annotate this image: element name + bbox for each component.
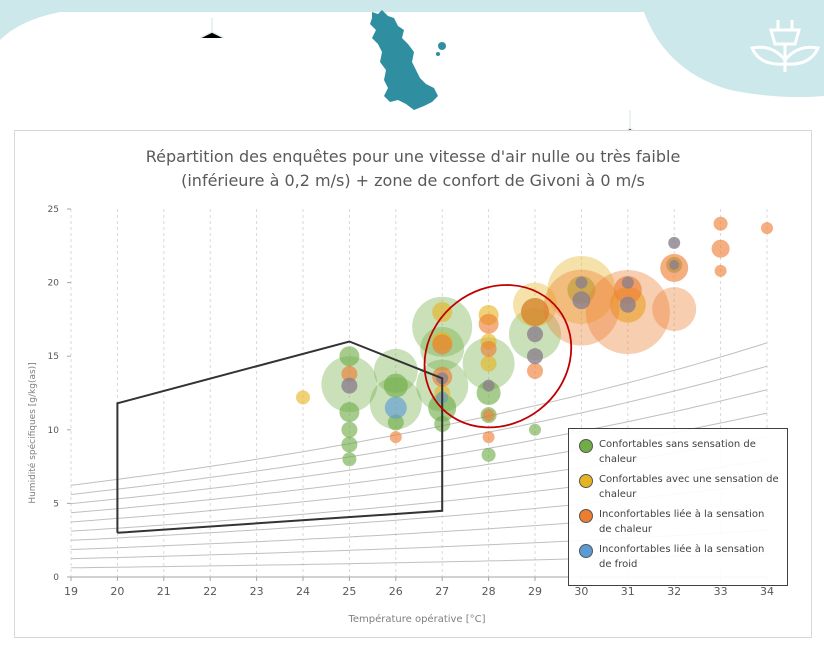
island-islet bbox=[438, 42, 446, 50]
x-tick-label: 29 bbox=[528, 585, 542, 598]
leaf-plug-icon bbox=[749, 20, 821, 72]
data-point-comfortable-no-heat bbox=[481, 447, 496, 462]
humidity-curve bbox=[70, 389, 768, 505]
data-point-mixed bbox=[572, 291, 591, 310]
data-point-uncomfortable-heat bbox=[478, 313, 499, 334]
x-tick-label: 30 bbox=[574, 585, 588, 598]
data-point-mixed bbox=[619, 296, 636, 313]
y-tick-label: 5 bbox=[53, 499, 59, 509]
x-tick-label: 19 bbox=[64, 585, 78, 598]
givoni-comfort-zone bbox=[116, 340, 444, 534]
data-point-comfortable-no-heat bbox=[339, 402, 360, 423]
banner-corner-right bbox=[640, 0, 824, 98]
data-point-comfortable-no-heat bbox=[383, 373, 408, 398]
data-point-mixed bbox=[341, 377, 358, 394]
data-point-mixed bbox=[668, 236, 681, 249]
legend-label: Confortables sans sensation de chaleur bbox=[599, 439, 756, 465]
x-tick-label: 20 bbox=[110, 585, 124, 598]
data-point-comfortable-no-heat bbox=[339, 346, 360, 367]
data-point-comfortable-no-heat bbox=[387, 414, 404, 431]
island-map-icon bbox=[370, 10, 438, 110]
data-point-mixed bbox=[482, 379, 495, 392]
chart-plot: 19 20 21 22 23 24 25 26 27 28 29 30 31 32 33 34 0 5 10 15 20… bbox=[27, 205, 774, 625]
data-point-mixed bbox=[621, 276, 634, 289]
x-tick-label: 26 bbox=[389, 585, 403, 598]
data-point-mixed bbox=[575, 276, 588, 289]
data-point-uncomfortable-cold bbox=[384, 396, 407, 419]
data-point-comfortable-no-heat bbox=[412, 296, 473, 357]
highlight-ellipse bbox=[423, 284, 573, 429]
legend-marker-blue bbox=[579, 544, 593, 558]
legend-marker-green bbox=[579, 439, 593, 453]
humidity-curve bbox=[70, 365, 768, 495]
data-point-comfortable-no-heat bbox=[529, 423, 541, 436]
x-tick-label: 24 bbox=[296, 585, 310, 598]
legend-item-uncomfortable-heat: Inconfortables liée à la sensation de ch… bbox=[579, 507, 779, 537]
data-point-comfortable-heat bbox=[296, 390, 310, 405]
x-axis-label: Température opérative [°C] bbox=[347, 613, 485, 625]
data-point-uncomfortable-heat bbox=[480, 340, 497, 357]
chart-title-line-1: Répartition des enquêtes pour une vitess… bbox=[145, 147, 681, 166]
legend-marker-yellow bbox=[579, 474, 593, 488]
data-point-comfortable-no-heat bbox=[342, 452, 357, 467]
banner-corner-left bbox=[0, 0, 60, 40]
data-point-uncomfortable-heat bbox=[432, 334, 453, 355]
banner-strip bbox=[0, 0, 824, 12]
data-point-comfortable-no-heat bbox=[341, 421, 358, 438]
y-axis-label: Humidité spécifiques [g/kg(as)] bbox=[27, 362, 38, 503]
legend-label: Confortables avec une sensation de chale… bbox=[599, 474, 779, 500]
x-tick-label: 31 bbox=[621, 585, 635, 598]
data-point-uncomfortable-heat bbox=[389, 431, 402, 444]
givoni-zone bbox=[116, 284, 573, 534]
data-point-uncomfortable-heat bbox=[482, 431, 495, 444]
data-point-mixed bbox=[527, 326, 543, 343]
y-tick-label: 10 bbox=[48, 426, 60, 436]
y-tick-label: 0 bbox=[53, 573, 59, 583]
legend-label: Inconfortables liée à la sensation de ch… bbox=[599, 509, 765, 535]
x-tick-label: 33 bbox=[714, 585, 728, 598]
data-point-uncomfortable-heat bbox=[713, 216, 728, 231]
chart-card: 19 20 21 22 23 24 25 26 27 28 29 30 31 32 33 34 0 5 10 15 20… bbox=[14, 130, 812, 638]
data-point-uncomfortable-heat bbox=[341, 365, 358, 382]
humidity-curve bbox=[70, 342, 768, 486]
x-tick-label: 32 bbox=[667, 585, 681, 598]
data-point-uncomfortable-heat bbox=[652, 287, 697, 332]
data-point-mixed bbox=[669, 259, 680, 270]
x-tick-label: 25 bbox=[342, 585, 356, 598]
x-tick-label: 22 bbox=[203, 585, 217, 598]
data-point-uncomfortable-heat bbox=[613, 275, 642, 304]
data-point-uncomfortable-heat bbox=[521, 298, 549, 327]
legend-item-uncomfortable-cold: Inconfortables liée à la sensation de fr… bbox=[579, 542, 779, 572]
x-tick-label: 23 bbox=[250, 585, 264, 598]
x-tick-label: 34 bbox=[760, 585, 774, 598]
data-point-comfortable-no-heat bbox=[476, 381, 501, 405]
legend-marker-orange bbox=[579, 509, 593, 523]
data-point-uncomfortable-heat bbox=[482, 409, 495, 422]
chart-title-line-2: (inférieure à 0,2 m/s) + zone de confort… bbox=[181, 171, 645, 190]
island-islet bbox=[436, 52, 440, 56]
data-point-comfortable-heat bbox=[432, 302, 453, 323]
data-point-comfortable-heat bbox=[480, 355, 497, 372]
data-point-uncomfortable-heat bbox=[527, 362, 543, 379]
y-tick-label: 15 bbox=[48, 352, 59, 362]
data-point-comfortable-heat bbox=[547, 255, 616, 324]
y-tick-label: 20 bbox=[48, 279, 60, 289]
snowflake-icon bbox=[199, 18, 641, 137]
x-tick-label: 28 bbox=[482, 585, 496, 598]
legend-label: Inconfortables liée à la sensation de fr… bbox=[599, 544, 765, 570]
y-tick-label: 25 bbox=[48, 205, 59, 215]
data-point-uncomfortable-heat bbox=[714, 264, 727, 277]
legend-item-comfortable-heat: Confortables avec une sensation de chale… bbox=[579, 472, 779, 502]
data-point-uncomfortable-heat bbox=[711, 239, 730, 258]
data-point-comfortable-no-heat bbox=[341, 436, 358, 453]
chart-title: Répartition des enquêtes pour une vitess… bbox=[15, 145, 811, 193]
chart-legend: Confortables sans sensation de chaleur C… bbox=[568, 428, 788, 586]
x-tick-label: 27 bbox=[435, 585, 449, 598]
data-point-uncomfortable-heat bbox=[761, 222, 773, 235]
legend-item-comfortable-no-heat: Confortables sans sensation de chaleur bbox=[579, 437, 779, 467]
data-point-mixed bbox=[527, 348, 543, 365]
x-tick-label: 21 bbox=[157, 585, 171, 598]
